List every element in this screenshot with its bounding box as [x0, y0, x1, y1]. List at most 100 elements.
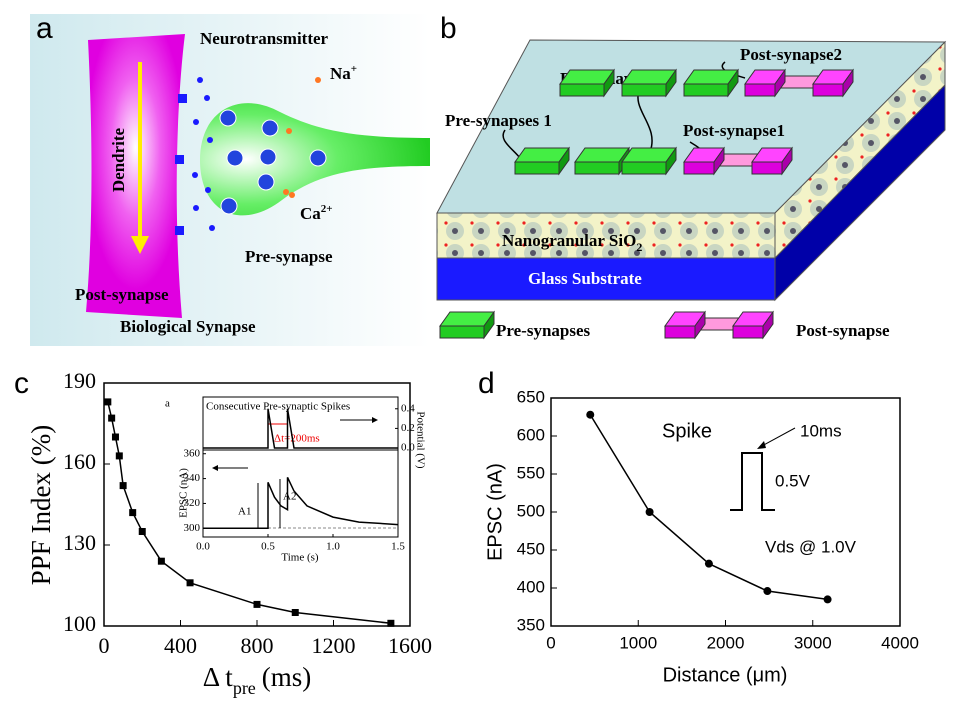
label: Pre-synapses 1	[445, 111, 552, 130]
annotation: 10ms	[800, 421, 842, 440]
caption: Biological Synapse	[120, 317, 256, 336]
label-unit: (ms)	[262, 662, 312, 692]
marker	[824, 595, 832, 603]
x-axis-label: Distance (μm)	[663, 664, 788, 686]
annotation: 0.5V	[775, 471, 811, 490]
label-sub: pre	[233, 678, 256, 698]
y-tick-label: 190	[63, 368, 96, 393]
y-tick-label: 650	[517, 387, 545, 406]
y-tick-label: 500	[517, 501, 545, 520]
electrode-front	[813, 84, 843, 96]
electrode-front	[560, 84, 604, 96]
label: Pre-synapse	[245, 247, 333, 266]
annotation: Spike	[662, 420, 712, 442]
x-tick-label: 1000	[619, 633, 657, 652]
y-tick-label: 160	[63, 449, 96, 474]
label: Dendrite	[109, 127, 128, 192]
x-tick-label: 0.5	[261, 541, 275, 553]
marker	[139, 528, 146, 535]
marker	[187, 579, 194, 586]
marker	[129, 509, 136, 516]
x-tick-label: 0	[546, 633, 555, 652]
label-sub: 2	[636, 240, 642, 254]
label: Post-synapse2	[740, 45, 842, 64]
y-tick-label: 100	[63, 611, 96, 636]
y-tick-label: 400	[517, 577, 545, 596]
inset-title: Consecutive Pre-synaptic Spikes	[206, 401, 350, 413]
marker	[112, 434, 119, 441]
electrode-front	[515, 162, 559, 174]
y-tick-label: 550	[517, 463, 545, 482]
electrode-front	[684, 84, 728, 96]
x-tick-label: 1600	[388, 633, 432, 658]
label: Post-synapse	[75, 285, 169, 304]
annotation: A1	[238, 506, 251, 518]
label-main: Nanogranular SiO	[502, 231, 636, 250]
label-main: Δ t	[203, 662, 234, 692]
figure: Neurotransmitter Dendrite Na+ Ca2+ Pre-s…	[0, 0, 964, 706]
label-sup: 2+	[321, 203, 333, 215]
x-tick-label: 0.0	[196, 541, 210, 553]
electrode-front	[684, 162, 714, 174]
y2-tick-label: 0.2	[401, 422, 415, 434]
marker	[116, 452, 123, 459]
label: Post-synapse1	[683, 121, 785, 140]
x-tick-label: 1.5	[391, 541, 405, 553]
panel-letter: b	[440, 12, 457, 45]
electrode-front	[575, 162, 619, 174]
electrode-front	[733, 326, 763, 338]
y-tick-label: 320	[184, 497, 201, 509]
dendrite-shape	[86, 34, 185, 318]
electrode-front	[622, 162, 666, 174]
x-tick-label: 800	[241, 633, 274, 658]
annotation: Vds @ 1.0V	[765, 537, 857, 556]
marker	[646, 508, 654, 516]
marker	[158, 558, 165, 565]
label-main: Na	[330, 64, 351, 83]
x-tick-label: 400	[164, 633, 197, 658]
y-tick-label: 340	[184, 472, 201, 484]
marker	[104, 398, 111, 405]
electrode-front	[622, 84, 666, 96]
y-tick-label: 300	[184, 522, 201, 534]
y2-tick-label: 0.0	[401, 442, 415, 454]
panel-a: Neurotransmitter Dendrite Na+ Ca2+ Pre-s…	[30, 12, 430, 346]
annotation: Δt=200ms	[274, 433, 320, 445]
label-main: Ca	[300, 204, 321, 223]
label: Neurotransmitter	[200, 29, 329, 48]
x-tick-label: 2000	[707, 633, 745, 652]
marker	[120, 482, 127, 489]
marker	[292, 609, 299, 616]
x-tick-label: 3000	[794, 633, 832, 652]
electrode-front	[745, 84, 775, 96]
panel-letter: d	[478, 367, 495, 400]
y-tick-label: 450	[517, 539, 545, 558]
electrode-front	[665, 326, 695, 338]
label-sup: +	[351, 63, 357, 75]
legend-label: Post-synapse	[796, 321, 890, 340]
marker	[763, 587, 771, 595]
y-tick-label: 360	[184, 447, 201, 459]
x-tick-label: 1200	[312, 633, 356, 658]
panel-letter: c	[14, 367, 29, 400]
y2-axis-label: Potential (V)	[414, 411, 426, 468]
y-tick-label: 600	[517, 425, 545, 444]
y2-tick-label: 0.4	[401, 402, 415, 414]
inset-frame-bottom	[203, 450, 398, 537]
marker	[108, 415, 115, 422]
y-tick-label: 130	[63, 530, 96, 555]
marker	[254, 601, 261, 608]
x-tick-label: 0	[99, 633, 110, 658]
marker	[387, 620, 394, 627]
panel-letter: a	[36, 12, 53, 45]
legend-label: Pre-synapses	[496, 321, 591, 340]
x-tick-label: 1.0	[326, 541, 340, 553]
electrode-front	[440, 326, 484, 338]
inset-letter: a	[165, 398, 170, 410]
label: Glass Substrate	[528, 269, 642, 288]
y-axis-label: PPF Index (%)	[26, 425, 56, 586]
y-tick-label: 350	[517, 615, 545, 634]
marker	[586, 411, 594, 419]
y-axis-label: EPSC (nA)	[484, 463, 506, 561]
x-axis-label: Time (s)	[281, 552, 319, 564]
